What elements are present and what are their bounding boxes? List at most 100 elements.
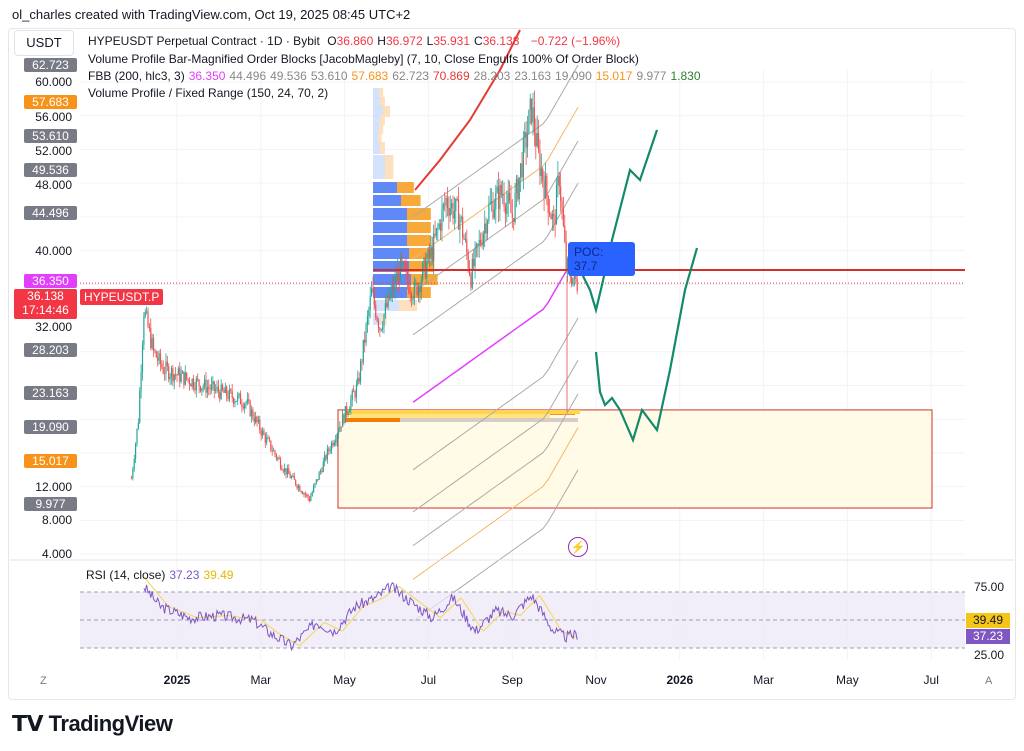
lightning-icon[interactable]: ⚡ — [568, 537, 588, 557]
candle-body — [303, 493, 305, 495]
candle-body — [297, 485, 300, 489]
candle-body — [313, 486, 315, 493]
ohlc-value: 36.138 — [482, 34, 520, 48]
candle-body — [230, 389, 232, 392]
legend-volume-profile[interactable]: Volume Profile / Fixed Range (150, 24, 7… — [88, 86, 329, 100]
candle-body — [137, 422, 139, 430]
candle-body — [467, 252, 469, 269]
candle-body — [158, 353, 160, 361]
candle-body — [231, 391, 233, 398]
rsi-lower-tick: 25.00 — [974, 648, 1005, 662]
legend-order-blocks[interactable]: Volume Profile Bar-Magnified Order Block… — [88, 52, 639, 66]
candle-body — [175, 374, 177, 376]
order-block-zone — [337, 409, 933, 509]
candle-body — [223, 390, 225, 393]
candle-body — [528, 109, 530, 134]
candle-body — [466, 239, 468, 253]
candle-body — [473, 259, 475, 267]
candle-body — [529, 98, 531, 110]
candle-body — [332, 442, 334, 446]
time-axis-label: May — [333, 673, 356, 687]
fbb-values: 36.350 44.496 49.536 53.610 57.683 62.723 70.8… — [189, 69, 705, 83]
time-axis-label: Mar — [753, 673, 774, 687]
candle-body — [330, 442, 333, 451]
time-axis-label: May — [836, 673, 859, 687]
fbb-band-line — [412, 393, 579, 547]
candle-body — [340, 426, 342, 428]
candle-body — [531, 98, 533, 123]
change-value: −0.722 (−1.96%) — [530, 34, 621, 48]
candle-body — [194, 387, 196, 391]
legend-fbb[interactable]: FBB (200, hlc3, 3) 36.350 44.496 49.536 53.6… — [88, 69, 709, 83]
symbol-title[interactable]: HYPEUSDT Perpetual Contract · 1D · Bybit — [88, 34, 320, 48]
candle-body — [437, 228, 439, 230]
price-axis-label: 4.000 — [41, 547, 72, 562]
logo-text: TradingView — [48, 711, 173, 736]
candle-body — [353, 390, 355, 393]
candle-body — [474, 247, 476, 267]
candle-body — [267, 437, 269, 439]
candle-body — [144, 311, 146, 317]
price-level-tag: 49.536 — [24, 163, 77, 178]
candle-body — [242, 406, 244, 409]
candle-body — [227, 396, 229, 400]
candle-body — [133, 459, 135, 469]
currency-button[interactable]: USDT — [14, 30, 74, 56]
candle-body — [571, 276, 573, 285]
candle-body — [219, 392, 221, 399]
candle-body — [339, 426, 341, 432]
candle-body — [235, 400, 237, 402]
rsi-legend[interactable]: RSI (14, close) 37.23 39.49 — [86, 568, 237, 582]
ohlc-C: C36.138 — [474, 34, 520, 48]
candle-body — [310, 496, 312, 502]
candle-body — [179, 368, 181, 382]
volume-profile-bar — [373, 155, 385, 167]
candle-body — [318, 472, 320, 480]
candle-body — [136, 429, 138, 444]
volume-profile-bar — [373, 248, 409, 259]
candle-body — [335, 440, 337, 443]
candle-body — [199, 386, 202, 392]
volume-profile-bar — [373, 88, 379, 99]
candle-body — [508, 192, 511, 201]
fbb-value: 36.350 — [188, 69, 226, 83]
candle-body — [226, 386, 228, 397]
candle-body — [492, 201, 494, 218]
candle-body — [255, 416, 257, 423]
candle-body — [543, 180, 545, 199]
candle-body — [257, 419, 260, 422]
volume-profile-bar — [373, 300, 399, 311]
fbb-band-line — [412, 317, 579, 471]
time-axis-z-button[interactable]: Z — [40, 675, 47, 687]
candle-body — [411, 294, 413, 300]
candle-body — [342, 414, 344, 428]
volume-profile-bar-sell — [380, 115, 385, 125]
candle-body — [351, 390, 353, 400]
candle-body — [150, 328, 152, 349]
candle-body — [435, 228, 438, 236]
tradingview-logo-icon: 𝗧𝗩 — [12, 711, 49, 736]
time-axis-label: Mar — [250, 673, 272, 687]
candle-body — [274, 450, 276, 455]
fbb-value: 9.977 — [636, 69, 667, 83]
volume-profile-bar — [373, 115, 380, 125]
candle-body — [308, 497, 311, 502]
candle-body — [387, 293, 389, 307]
candle-body — [246, 399, 248, 403]
candle-body — [130, 478, 133, 480]
candle-body — [409, 292, 411, 295]
candle-body — [278, 457, 280, 460]
candle-body — [191, 378, 193, 387]
time-axis-auto-button[interactable]: A — [985, 675, 993, 687]
credit-text: ol_charles created with TradingView.com,… — [12, 7, 411, 22]
volume-profile-bar-sell — [411, 274, 438, 285]
candle-body — [510, 200, 512, 213]
candle-body — [169, 376, 171, 380]
volume-profile-bar-sell — [385, 155, 394, 167]
candle-body — [399, 255, 402, 282]
fbb-upper-band-line — [414, 29, 521, 191]
candle-body — [359, 361, 362, 382]
candle-body — [485, 223, 487, 234]
candle-body — [295, 479, 297, 486]
